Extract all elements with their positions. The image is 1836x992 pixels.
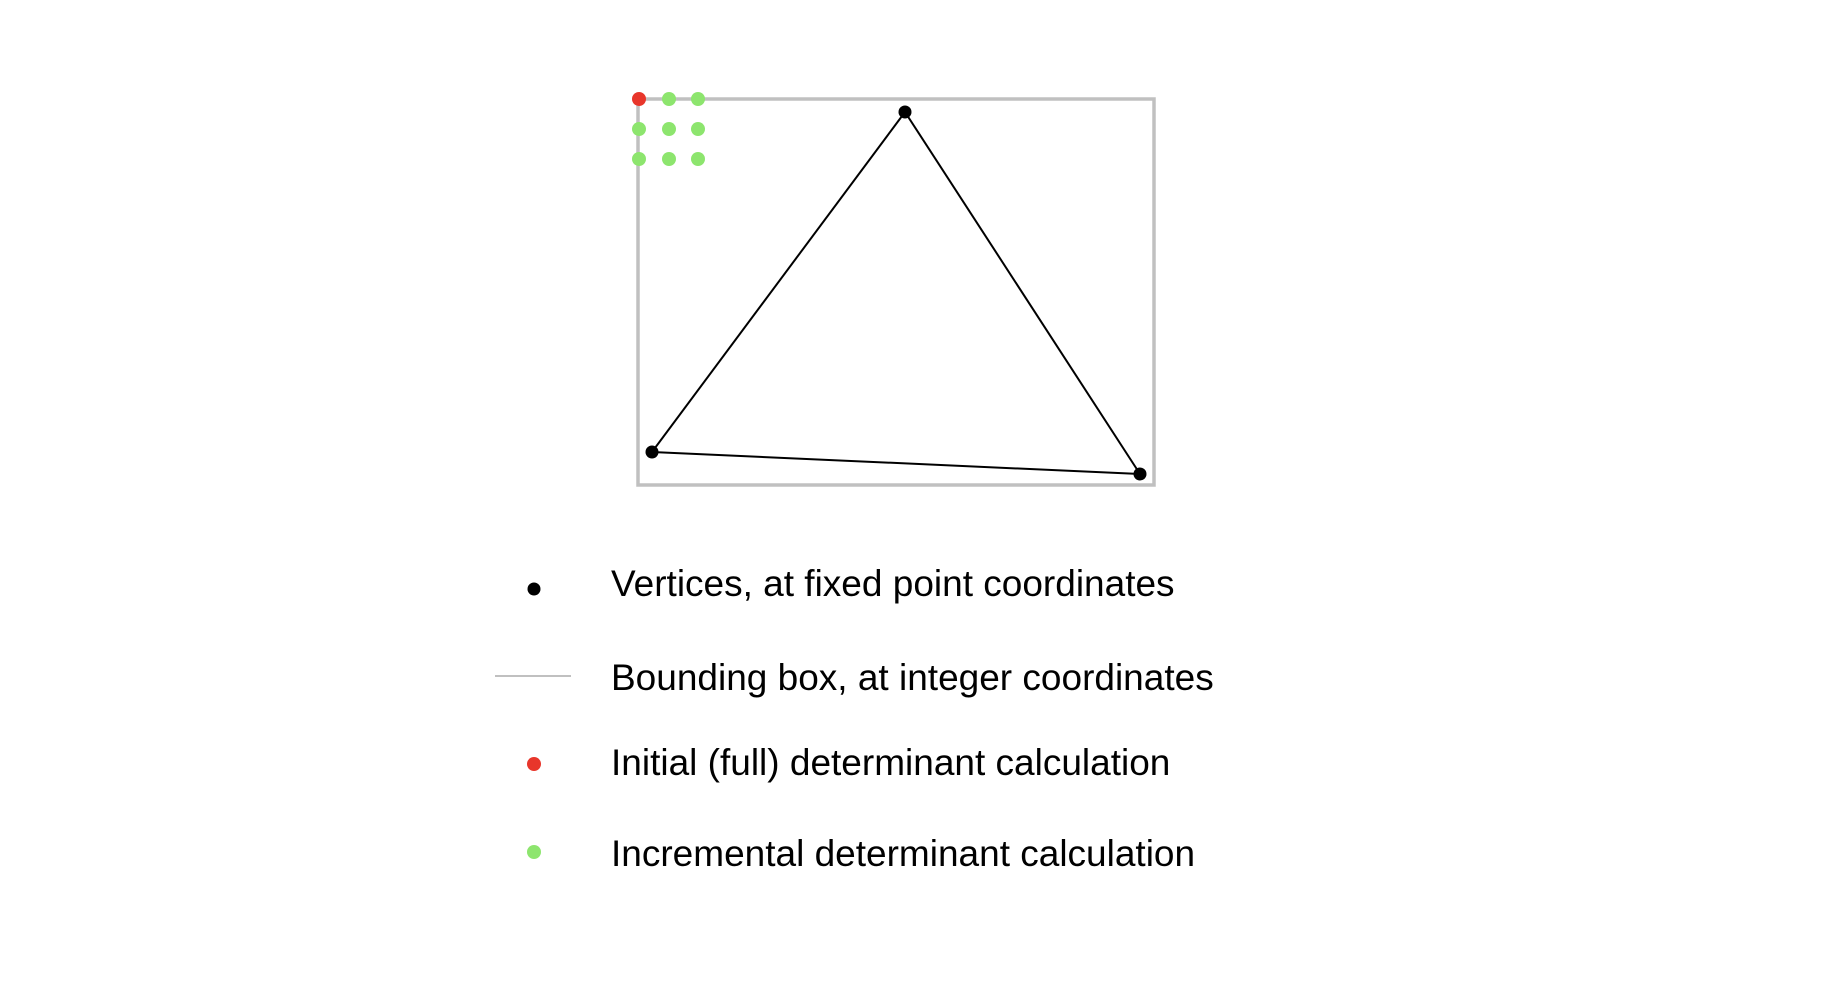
incremental-sample-dot (691, 152, 705, 166)
triangle-edge-right (904, 111, 1141, 475)
legend-item-bounding-box: Bounding box, at integer coordinates (495, 657, 1214, 698)
legend-label-bounding-box: Bounding box, at integer coordinates (611, 657, 1214, 698)
legend-label-initial: Initial (full) determinant calculation (611, 742, 1170, 783)
incremental-sample-dot (662, 122, 676, 136)
legend-item-initial: Initial (full) determinant calculation (527, 742, 1170, 783)
legend: Vertices, at fixed point coordinates Bou… (495, 563, 1214, 874)
triangle-edge-bottom (651, 451, 1141, 475)
legend-vertex-dot (527, 582, 541, 596)
incremental-sample-dot (662, 152, 676, 166)
incremental-sample-dot (691, 122, 705, 136)
bounding-box (636, 97, 1156, 487)
incremental-sample-dot (662, 92, 676, 106)
incremental-sample-dot (632, 152, 646, 166)
initial-sample-dot (632, 92, 646, 106)
legend-green-dot (527, 845, 541, 859)
legend-item-vertices: Vertices, at fixed point coordinates (527, 563, 1175, 604)
legend-item-incremental: Incremental determinant calculation (527, 833, 1195, 874)
triangle-edge-left (651, 111, 906, 453)
incremental-sample-dot (632, 122, 646, 136)
legend-label-incremental: Incremental determinant calculation (611, 833, 1195, 874)
incremental-sample-dot (691, 92, 705, 106)
vertex-bottom-left (645, 445, 659, 459)
legend-red-dot (527, 757, 541, 771)
vertex-top (898, 105, 912, 119)
legend-label-vertices: Vertices, at fixed point coordinates (611, 563, 1175, 604)
vertex-bottom-right (1133, 467, 1147, 481)
